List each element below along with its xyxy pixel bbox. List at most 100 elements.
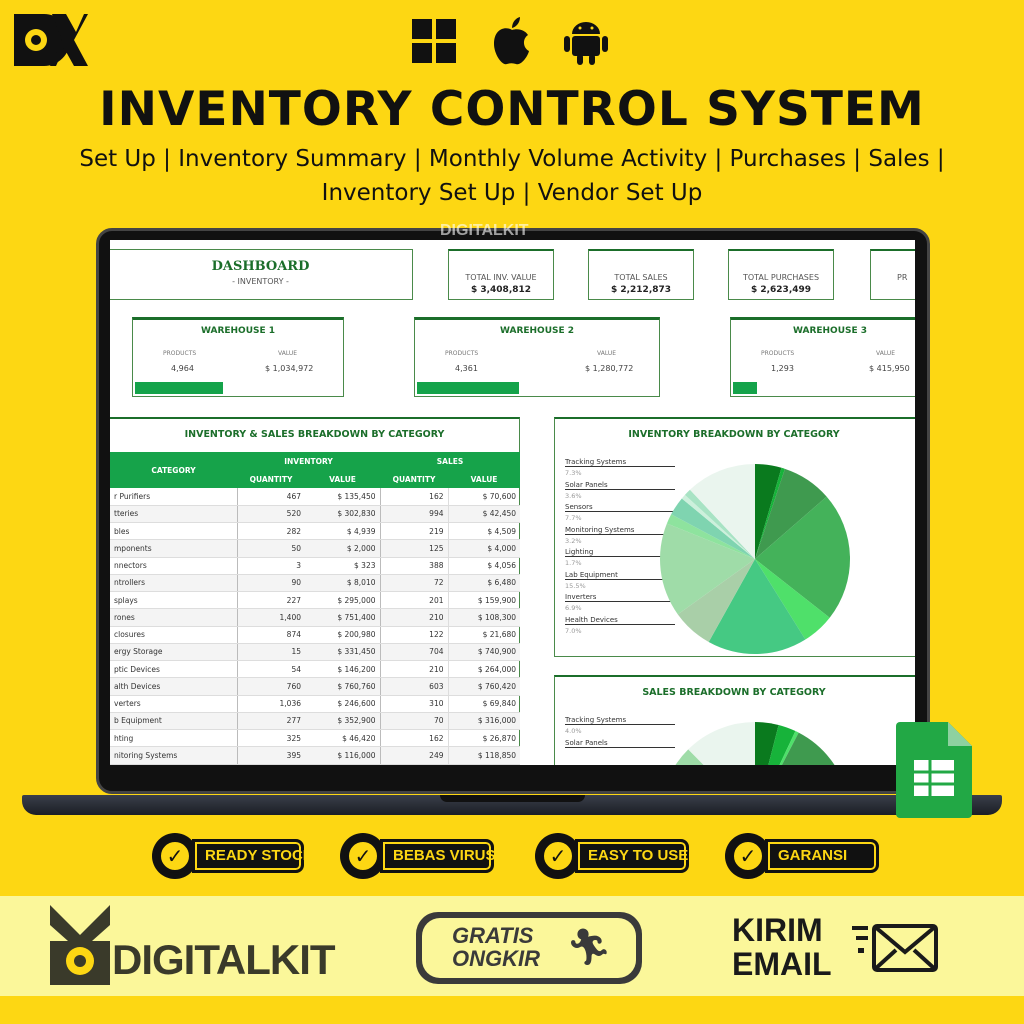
- category-cell: alth Devices: [110, 677, 238, 696]
- inventory-value-cell: $ 2,000: [305, 539, 381, 558]
- products-label: PRODUCTS: [163, 350, 197, 357]
- inventory-value-cell: $ 46,420: [305, 729, 381, 748]
- sales-value-cell: $ 264,000: [448, 660, 521, 679]
- pie-slice: [684, 489, 755, 559]
- sales-value-cell: $ 69,840: [448, 695, 521, 713]
- pie-slice: [779, 731, 799, 765]
- product-title: INVENTORY CONTROL SYSTEM: [99, 82, 925, 137]
- inventory-value-cell: $ 4,939: [305, 522, 381, 541]
- category-cell: splays: [110, 591, 238, 610]
- header-category: CATEGORY: [110, 452, 237, 488]
- table-row: closures 874 $ 200,980 122 $ 21,680: [110, 626, 521, 644]
- products-label: PRODUCTS: [761, 350, 795, 357]
- table-row: ergy Storage 15 $ 331,450 704 $ 740,900: [110, 643, 521, 662]
- kpi-label: PR: [897, 273, 908, 282]
- category-cell: rones: [110, 608, 238, 627]
- table-row: ntrollers 90 $ 8,010 72 $ 6,480: [110, 574, 521, 593]
- kpi-label: TOTAL PURCHASES: [742, 273, 820, 282]
- inventory-quantity-cell: 760: [237, 677, 305, 696]
- sales-quantity-cell: 603: [380, 677, 449, 696]
- sales-quantity-cell: 994: [380, 505, 449, 524]
- pie-slice: [671, 498, 755, 559]
- pie-legend-label: Health Devices: [565, 616, 675, 625]
- sales-quantity-cell: 388: [380, 557, 449, 575]
- google-sheets-icon: [896, 722, 972, 818]
- pie-slice: [708, 559, 806, 654]
- sales-value-cell: $ 70,600: [448, 488, 521, 506]
- email-line-2: EMAIL: [732, 946, 832, 982]
- sales-quantity-cell: 72: [380, 574, 449, 593]
- table-row: b Equipment 277 $ 352,900 70 $ 316,000: [110, 712, 521, 731]
- category-cell: hting: [110, 729, 238, 748]
- kpi-total-sales: TOTAL SALES $ 2,212,873: [588, 249, 694, 300]
- table-row: hting 325 $ 46,420 162 $ 26,870: [110, 729, 521, 748]
- inventory-value-cell: $ 116,000: [305, 746, 381, 765]
- pie-legend-percent: 7.7%: [565, 514, 582, 522]
- warehouse-value: $ 1,280,772: [585, 364, 634, 373]
- sales-quantity-cell: 122: [380, 626, 449, 644]
- check-icon: ✓: [152, 833, 198, 879]
- products-count: 4,964: [171, 364, 194, 373]
- table-row: splays 227 $ 295,000 201 $ 159,900: [110, 591, 521, 610]
- badge-label: GARANSI: [765, 839, 879, 873]
- category-cell: closures: [110, 626, 238, 644]
- pie-slice: [688, 722, 755, 765]
- pie-legend-percent: 6.9%: [565, 604, 582, 612]
- shipping-line-2: ONGKIR: [452, 946, 540, 971]
- inventory-pie-chart: [660, 464, 850, 654]
- header-inventory-value: VALUE: [305, 470, 380, 488]
- check-icon: ✓: [725, 833, 771, 879]
- sales-value-cell: $ 108,300: [448, 608, 521, 627]
- inventory-quantity-cell: 1,036: [237, 695, 305, 713]
- table-row: alth Devices 760 $ 760,760 603 $ 760,420: [110, 677, 521, 696]
- category-cell: mponents: [110, 539, 238, 558]
- inventory-quantity-cell: 520: [237, 505, 305, 524]
- sales-value-cell: $ 4,000: [448, 539, 521, 558]
- running-man-icon: 🏃︎: [566, 927, 612, 968]
- pie-legend-label: Monitoring Systems: [565, 526, 675, 535]
- header-inventory-quantity: QUANTITY: [237, 470, 305, 488]
- sales-value-cell: $ 26,870: [448, 729, 521, 748]
- pie-legend-percent: 3.2%: [565, 536, 582, 545]
- header-inventory: INVENTORY: [237, 452, 380, 470]
- warehouse-title: WAREHOUSE 3: [792, 326, 868, 336]
- table-row: nnectors 3 $ 323 388 $ 4,056: [110, 557, 521, 575]
- category-cell: ntrollers: [110, 574, 238, 593]
- pie-slice: [755, 464, 782, 559]
- kpi-total-purchases: TOTAL PURCHASES $ 2,623,499: [728, 249, 834, 300]
- brand-name: DIGITALKIT: [112, 936, 336, 983]
- sales-quantity-cell: 219: [380, 522, 449, 541]
- pie-slice: [689, 464, 755, 559]
- inventory-value-cell: $ 352,900: [305, 712, 381, 731]
- pie-legend-percent: 1.7%: [565, 559, 582, 567]
- pie-legend-label: Lab Equipment: [565, 571, 675, 580]
- value-label: VALUE: [876, 350, 896, 357]
- pie-legend-percent: 15.5%: [565, 581, 586, 590]
- inventory-quantity-cell: 395: [237, 746, 305, 765]
- warehouse-value: $ 415,950: [869, 364, 910, 373]
- laptop-notch: [440, 795, 585, 802]
- badge-label: BEBAS VIRUS: [380, 839, 496, 873]
- inventory-quantity-cell: 1,400: [237, 608, 305, 627]
- pie-slice: [675, 749, 704, 765]
- sales-quantity-cell: 125: [380, 539, 449, 558]
- products-count: 4,361: [455, 364, 478, 373]
- dashboard-title-box: DASHBOARD - INVENTORY -: [110, 249, 413, 300]
- sales-pie-title: SALES BREAKDOWN BY CATEGORY: [642, 687, 826, 698]
- sales-quantity-cell: 704: [380, 643, 449, 662]
- inventory-quantity-cell: 467: [237, 488, 305, 506]
- sales-value-cell: $ 21,680: [448, 626, 521, 644]
- pie-slice: [768, 724, 796, 765]
- dashboard-title: DASHBOARD: [211, 259, 310, 274]
- pie-legend-percent: 4.0%: [565, 727, 582, 735]
- inventory-value-cell: $ 751,400: [305, 608, 381, 627]
- inventory-value-cell: $ 295,000: [305, 591, 381, 610]
- pie-slice: [660, 523, 755, 615]
- sales-pie-panel: SALES BREAKDOWN BY CATEGORY Tracking Sys…: [554, 675, 915, 765]
- table-row: rones 1,400 $ 751,400 210 $ 108,300: [110, 608, 521, 627]
- inventory-quantity-cell: 54: [237, 660, 305, 679]
- header-sales: SALES: [380, 452, 521, 470]
- inventory-quantity-cell: 277: [237, 712, 305, 731]
- sales-quantity-cell: 162: [380, 488, 449, 506]
- inventory-quantity-cell: 874: [237, 626, 305, 644]
